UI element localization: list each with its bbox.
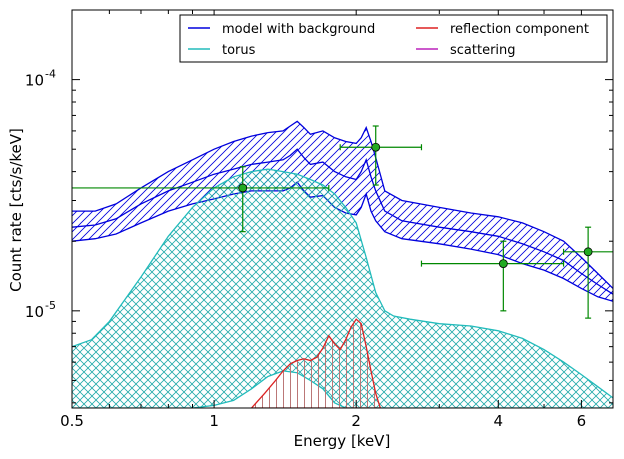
data-point-1 [72,166,330,233]
legend-label: model with background [222,22,375,37]
y-tick-exponent: -5 [45,299,56,312]
y-axis-label: Count rate [cts/s/keV] [7,128,25,292]
data-point-4 [562,226,613,319]
point-marker [238,183,248,193]
x-axis-label: Energy [keV] [294,432,391,450]
data-point-3 [420,240,565,312]
data-points [72,125,613,319]
x-tick-label: 6 [577,412,587,430]
x-tick-labels: 0.5 1 2 4 6 [60,412,586,430]
point-marker [371,142,381,152]
legend-label: scattering [450,43,516,58]
legend: model with background reflection componen… [179,14,608,63]
model-with-background-band-upper [72,120,613,289]
y-tick-label: 10 [25,303,44,321]
reflection-component-band-fill [251,319,381,408]
model-lines [72,148,613,295]
y-tick-exponent: -4 [45,68,56,81]
model-bands [72,120,613,408]
legend-entry-torus: torus [188,43,256,58]
legend-entry-reflection-component: reflection component [416,22,589,37]
x-tick-label: 1 [209,412,219,430]
x-tick-label: 2 [351,412,361,430]
point-marker [583,247,593,257]
plot-frame [71,9,614,409]
point-marker [498,259,508,269]
legend-entry-scattering: scattering [416,43,516,58]
legend-label: reflection component [450,22,589,37]
legend-box [179,14,608,63]
torus-band-fill [72,169,613,408]
x-tick-label: 4 [494,412,504,430]
torus-band-upper [72,168,613,399]
legend-label: torus [222,43,256,58]
model-with-background-line [72,148,613,295]
x-tick-label: 0.5 [60,412,84,430]
reflection-component-band-upper [251,318,381,408]
legend-entry-model-with-background: model with background [188,22,375,37]
y-tick-labels: 10-410-5 [25,68,56,321]
y-tick-label: 10 [25,72,44,90]
data-point-2 [339,125,423,186]
